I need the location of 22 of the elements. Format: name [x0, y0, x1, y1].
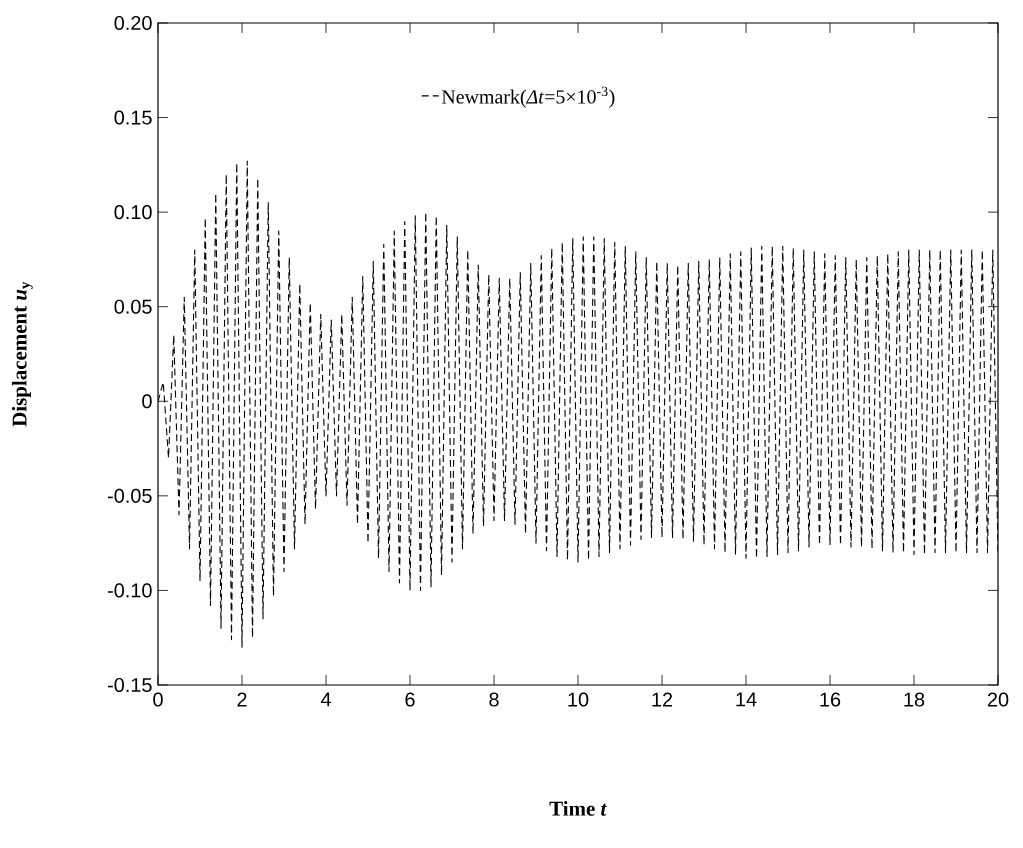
y-tick-label: 0	[142, 394, 152, 409]
x-tick-label: 0	[153, 692, 163, 707]
x-tick-label: 6	[405, 692, 415, 707]
x-tick-label: 16	[820, 692, 841, 707]
x-tick-label: 12	[652, 692, 673, 707]
legend-label: Newmark(Δt=5×10$^{-3}$)	[441, 86, 615, 108]
x-tick-label: 2	[237, 692, 247, 707]
y-tick-label: -0.15	[107, 677, 152, 693]
x-axis-title: Time t	[549, 801, 607, 816]
x-tick-label: 14	[736, 692, 757, 707]
y-tick-label: 0.05	[114, 299, 152, 314]
y-axis-title: Displacement u$_{y}$	[11, 281, 33, 427]
y-tick-label: 0.10	[114, 205, 152, 220]
x-tick-label: 10	[568, 692, 589, 707]
x-tick-label: 20	[987, 692, 1009, 707]
y-tick-label: -0.05	[107, 488, 152, 503]
x-tick-label: 18	[904, 692, 925, 707]
y-tick-label: 0.15	[114, 110, 152, 125]
x-tick-label: 8	[489, 692, 499, 707]
x-tick-label: 4	[320, 692, 331, 707]
y-tick-label: -0.10	[107, 583, 152, 598]
y-tick-label: 0.20	[114, 15, 152, 31]
